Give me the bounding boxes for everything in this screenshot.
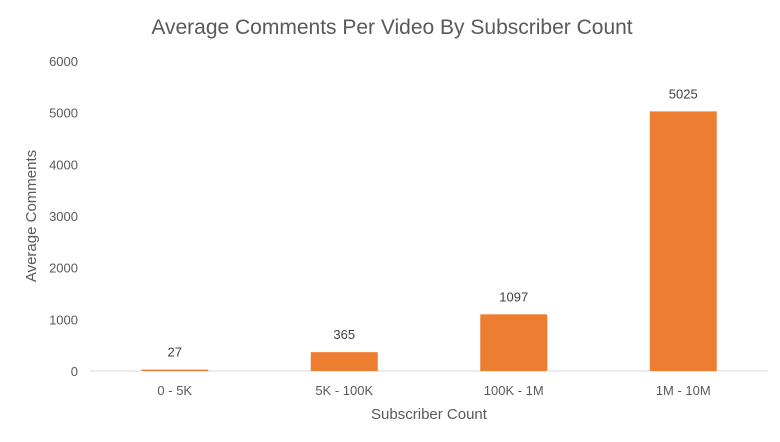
x-tick-label: 1M - 10M [656,383,711,398]
bar-value-label: 5025 [669,86,698,101]
y-tick-label: 4000 [49,157,78,172]
x-tick-label: 5K - 100K [315,383,373,398]
bar [310,352,378,371]
bars [141,111,717,371]
x-tick-label: 0 - 5K [157,383,192,398]
bar-value-label: 1097 [499,289,528,304]
bar [649,111,717,371]
y-tick-label: 3000 [49,209,78,224]
chart-title: Average Comments Per Video By Subscriber… [151,16,632,39]
data-labels: 27 365 1097 5025 [168,86,698,359]
y-tick-label: 2000 [49,261,78,276]
y-axis-ticks: 0 1000 2000 3000 4000 5000 6000 [49,54,78,379]
bar-value-label: 27 [168,345,182,360]
y-axis-title: Average Comments [23,150,40,282]
y-tick-label: 1000 [49,312,78,327]
x-axis-ticks: 0 - 5K 5K - 100K 100K - 1M 1M - 10M [157,383,710,398]
bar-value-label: 365 [333,327,355,342]
y-tick-label: 0 [71,364,78,379]
y-tick-label: 5000 [49,106,78,121]
bar [480,314,548,371]
x-tick-label: 100K - 1M [484,383,544,398]
bar [141,369,209,371]
y-tick-label: 6000 [49,54,78,69]
x-axis-title: Subscriber Count [371,406,488,423]
